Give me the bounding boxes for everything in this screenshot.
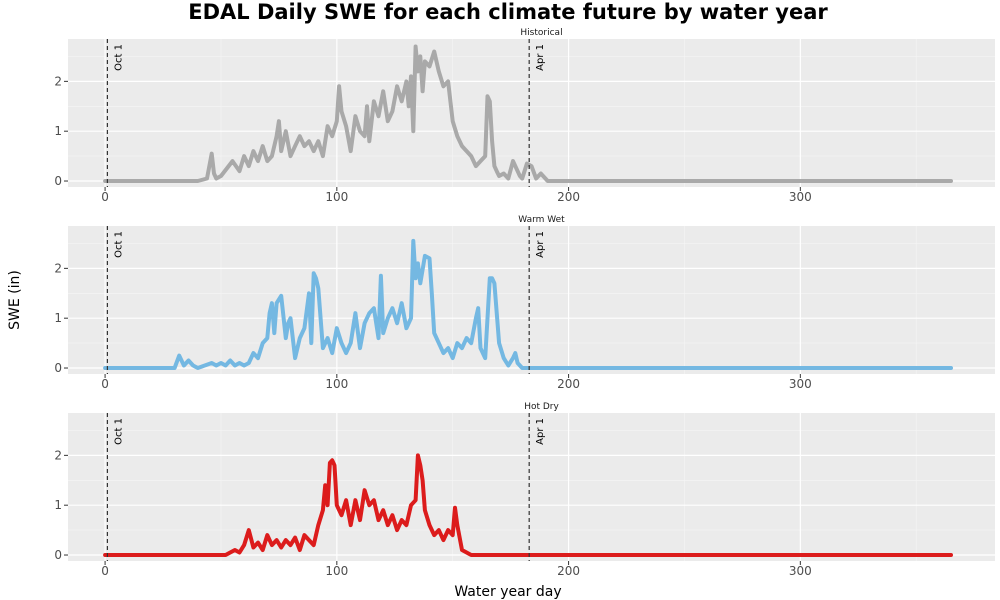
x-tick-label: 200	[557, 190, 580, 204]
panel-background	[68, 413, 995, 561]
x-tick-label: 200	[557, 377, 580, 391]
panel-strip-label: Historical	[520, 28, 562, 38]
y-axis-title: SWE (in)	[7, 270, 23, 330]
x-tick-label: 200	[557, 564, 580, 578]
panel-strip-label: Hot Dry	[524, 402, 559, 412]
reference-label-oct-1: Oct 1	[113, 44, 124, 71]
reference-label-oct-1: Oct 1	[113, 418, 124, 445]
panel-2: Oct 1 Apr 1 Warm Wet 0 1 2 0 100 200 300	[54, 215, 995, 391]
panel-3: Oct 1 Apr 1 Hot Dry 0 1 2 0 100 200 300	[54, 402, 995, 578]
y-tick-label: 0	[54, 174, 62, 188]
x-tick-label: 300	[789, 564, 812, 578]
reference-label-oct-1: Oct 1	[113, 231, 124, 258]
y-tick-label: 2	[54, 74, 62, 88]
x-tick-label: 100	[325, 377, 348, 391]
panel-background	[68, 226, 995, 374]
series-line-historical	[103, 44, 953, 183]
reference-label-apr-1: Apr 1	[535, 44, 546, 71]
y-tick-label: 1	[54, 311, 62, 325]
y-tick-label: 1	[54, 124, 62, 138]
y-tick-label: 2	[54, 448, 62, 462]
x-axis-title: Water year day	[454, 584, 561, 600]
x-tick-label: 0	[101, 190, 109, 204]
reference-label-apr-1: Apr 1	[535, 418, 546, 445]
x-tick-label: 300	[789, 377, 812, 391]
x-tick-label: 300	[789, 190, 812, 204]
panel-1: Oct 1 Apr 1 Historical 0 1 2 0 100 200 300	[54, 28, 995, 204]
y-tick-label: 1	[54, 498, 62, 512]
y-tick-label: 0	[54, 361, 62, 375]
chart-title: EDAL Daily SWE for each climate future b…	[188, 0, 828, 24]
x-tick-label: 100	[325, 564, 348, 578]
y-tick-label: 0	[54, 548, 62, 562]
panel-strip-label: Warm Wet	[518, 215, 565, 225]
reference-label-apr-1: Apr 1	[535, 231, 546, 258]
x-tick-label: 0	[101, 564, 109, 578]
series-line-warm-wet	[103, 238, 953, 370]
panel-background	[68, 39, 995, 187]
series-line-hot-dry	[103, 453, 953, 557]
y-tick-label: 2	[54, 261, 62, 275]
x-tick-label: 0	[101, 377, 109, 391]
x-tick-label: 100	[325, 190, 348, 204]
